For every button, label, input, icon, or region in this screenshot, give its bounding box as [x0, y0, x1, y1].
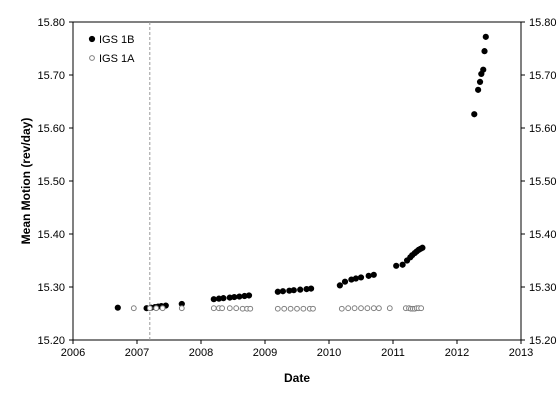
series-igs-1a-point [153, 305, 160, 312]
series-igs-1a-point [364, 305, 371, 312]
series-igs-1b-point [481, 48, 488, 55]
series-igs-1a-point [219, 305, 226, 312]
series-igs-1a-point [358, 305, 364, 312]
series-igs-1a-point [281, 305, 288, 312]
y-tick-label: 15.20 [37, 335, 65, 347]
y-axis-right-ticks: 15.20 15.30 15.40 15.50 15.60 15.70 15.80 [521, 17, 557, 347]
x-tick-label: 2008 [189, 347, 213, 359]
y-right-tick-label: 15.50 [529, 176, 557, 188]
series-igs-1a-point [370, 305, 377, 312]
series-igs-1a-point [146, 305, 153, 312]
y-tick-label: 15.50 [37, 176, 65, 188]
y-axis-left-ticks: 15.20 15.30 15.40 15.50 15.60 15.70 15.80 [37, 17, 73, 347]
series-igs-1b-point [482, 33, 489, 40]
data-points [114, 33, 489, 312]
series-igs-1b-point [419, 244, 426, 251]
series-igs-1a-point [226, 305, 233, 312]
series-igs-1a-point [287, 305, 294, 312]
series-igs-1b-point [399, 261, 406, 268]
series-igs-1b-point [297, 286, 304, 293]
y-axis-label: Mean Motion (rev/day) [19, 118, 33, 245]
plot-area-frame [72, 21, 522, 341]
series-igs-1a-point [247, 305, 254, 312]
series-igs-1b-point [236, 293, 243, 300]
x-tick-label: 2006 [61, 347, 85, 359]
series-igs-1b-point [290, 287, 297, 294]
series-igs-1a-point [386, 305, 393, 312]
series-igs-1b-point [352, 275, 359, 282]
y-tick-label: 15.70 [37, 70, 65, 82]
series-igs-1a-point [310, 305, 316, 312]
x-tick-label: 2010 [317, 347, 341, 359]
y-right-tick-label: 15.20 [529, 335, 557, 347]
series-igs-1b-point [307, 285, 315, 292]
x-tick-label: 2012 [445, 347, 469, 359]
series-igs-1b-point [114, 304, 121, 311]
series-igs-1a-point [210, 305, 217, 312]
x-tick-label: 2007 [125, 347, 149, 359]
series-igs-1b-point [480, 66, 487, 73]
series-igs-1b-point [279, 288, 287, 295]
legend-label: IGS 1B [99, 34, 134, 46]
series-igs-1a-point [300, 305, 307, 312]
y-right-tick-label: 15.70 [529, 70, 557, 82]
x-axis-ticks: 2006 2007 2008 2009 2010 2011 2012 2013 [61, 340, 533, 359]
series-igs-1a-point [376, 305, 382, 312]
series-igs-1b-point [475, 86, 482, 93]
legend-marker [88, 35, 96, 43]
y-right-tick-label: 15.30 [529, 282, 557, 294]
series-igs-1a-point [178, 305, 185, 312]
series-igs-1a-point [345, 305, 352, 312]
x-tick-label: 2013 [509, 347, 533, 359]
series-igs-1a-point [351, 305, 358, 312]
y-right-tick-label: 15.40 [529, 229, 557, 241]
series-igs-1b-point [365, 272, 372, 279]
series-igs-1b-point [370, 271, 377, 278]
y-tick-label: 15.30 [37, 282, 65, 294]
legend-label: IGS 1A [99, 53, 135, 65]
series-igs-1b-point [336, 282, 343, 289]
series-igs-1a-point [294, 305, 300, 312]
series-igs-1a-point [338, 305, 345, 312]
series-igs-1b-point [220, 295, 227, 302]
series-igs-1b-point [231, 293, 238, 301]
series-igs-1b-point [245, 292, 253, 299]
y-right-tick-label: 15.60 [529, 123, 557, 135]
series-igs-1b-point [274, 288, 281, 295]
y-tick-label: 15.40 [37, 229, 65, 241]
series-igs-1b-point [357, 274, 365, 281]
legend-marker [89, 55, 95, 61]
series-igs-1b-point [210, 296, 217, 303]
y-tick-label: 15.80 [37, 17, 65, 29]
series-igs-1a-point [274, 305, 281, 312]
legend: IGS 1B IGS 1A [88, 34, 135, 65]
x-tick-label: 2009 [253, 347, 277, 359]
series-igs-1a-point [418, 305, 425, 312]
series-igs-1a-point [130, 305, 137, 312]
series-igs-1a-point [159, 305, 166, 312]
x-axis-label: Date [284, 371, 310, 385]
series-igs-1b-point [393, 262, 400, 269]
y-right-tick-label: 15.80 [529, 17, 557, 29]
x-tick-label: 2011 [381, 347, 405, 359]
series-igs-1a-point [233, 305, 240, 312]
series-igs-1b-point [476, 78, 484, 85]
series-igs-1b-point [341, 278, 349, 285]
series-igs-1b-point [471, 111, 478, 118]
y-tick-label: 15.60 [37, 123, 65, 135]
